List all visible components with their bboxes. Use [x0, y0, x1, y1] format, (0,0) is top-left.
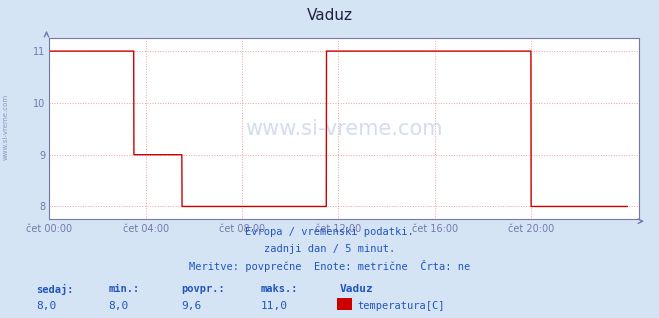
- Text: povpr.:: povpr.:: [181, 284, 225, 294]
- Text: 8,0: 8,0: [109, 301, 129, 310]
- Text: Vaduz: Vaduz: [339, 284, 373, 294]
- Text: 11,0: 11,0: [260, 301, 287, 310]
- Text: www.si-vreme.com: www.si-vreme.com: [2, 94, 9, 160]
- Text: min.:: min.:: [109, 284, 140, 294]
- Text: Evropa / vremenski podatki.: Evropa / vremenski podatki.: [245, 227, 414, 237]
- Text: 9,6: 9,6: [181, 301, 202, 310]
- Text: www.si-vreme.com: www.si-vreme.com: [246, 119, 443, 139]
- Text: 8,0: 8,0: [36, 301, 57, 310]
- Text: temperatura[C]: temperatura[C]: [357, 301, 445, 310]
- Text: zadnji dan / 5 minut.: zadnji dan / 5 minut.: [264, 244, 395, 254]
- Text: Vaduz: Vaduz: [306, 8, 353, 23]
- Text: Meritve: povprečne  Enote: metrične  Črta: ne: Meritve: povprečne Enote: metrične Črta:…: [189, 260, 470, 273]
- Text: maks.:: maks.:: [260, 284, 298, 294]
- Text: sedaj:: sedaj:: [36, 284, 74, 295]
